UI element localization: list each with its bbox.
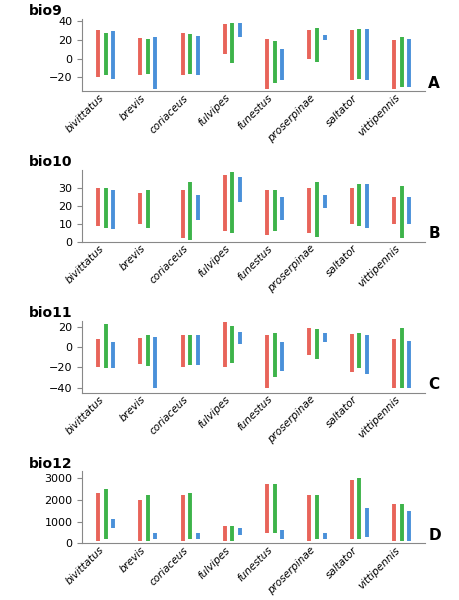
Text: C: C [428,377,439,392]
Text: bio12: bio12 [29,457,73,470]
Text: A: A [428,76,440,91]
Text: bio11: bio11 [29,306,73,320]
Text: D: D [428,528,441,543]
Text: B: B [428,226,440,241]
Text: bio9: bio9 [29,4,63,19]
Text: bio10: bio10 [29,155,73,169]
